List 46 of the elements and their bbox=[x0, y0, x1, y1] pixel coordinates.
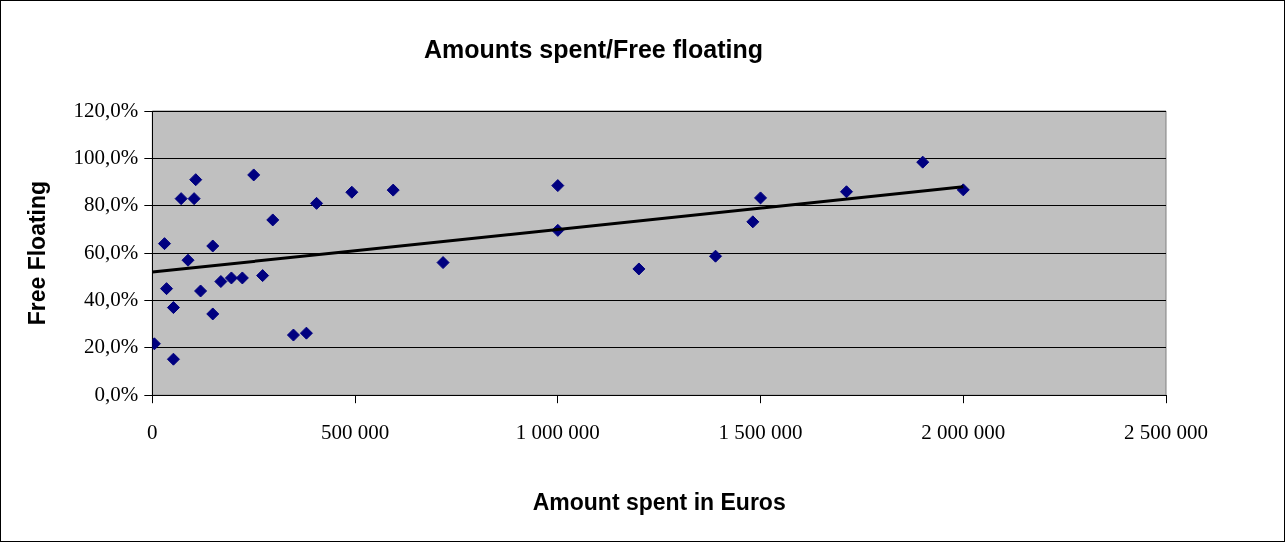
point bbox=[189, 173, 203, 187]
point bbox=[174, 192, 188, 206]
y-axis-title: Free Floating bbox=[24, 180, 51, 326]
point bbox=[916, 155, 930, 169]
point bbox=[187, 192, 201, 206]
point bbox=[299, 326, 313, 340]
x-tick-label: 2 000 000 bbox=[921, 420, 1006, 445]
point bbox=[166, 352, 180, 366]
chart-title: Amounts spent/Free floating bbox=[424, 34, 763, 63]
point bbox=[194, 284, 208, 298]
point bbox=[436, 256, 450, 270]
point bbox=[256, 269, 270, 283]
y-tick-label: 20,0% bbox=[84, 334, 139, 359]
point bbox=[754, 191, 768, 205]
point bbox=[166, 301, 180, 315]
x-tick-label: 1 500 000 bbox=[718, 420, 803, 445]
point bbox=[551, 179, 565, 193]
point bbox=[386, 183, 400, 197]
point bbox=[286, 328, 300, 342]
point bbox=[709, 249, 723, 263]
y-tick-label: 60,0% bbox=[84, 239, 139, 264]
point bbox=[206, 239, 220, 253]
point bbox=[235, 271, 249, 285]
y-tick-label: 80,0% bbox=[84, 192, 139, 217]
x-tick-label: 0 bbox=[147, 420, 158, 445]
point bbox=[224, 271, 238, 285]
x-axis-title: Amount spent in Euros bbox=[532, 488, 786, 515]
x-tick-label: 2 500 000 bbox=[1124, 420, 1208, 445]
point bbox=[160, 282, 174, 296]
point bbox=[632, 262, 646, 276]
x-tick-label: 1 000 000 bbox=[515, 420, 600, 445]
point bbox=[181, 253, 195, 267]
y-tick-label: 40,0% bbox=[84, 286, 139, 311]
point bbox=[206, 307, 220, 321]
y-tick-label: 120,0% bbox=[73, 97, 139, 122]
y-tick-label: 100,0% bbox=[73, 144, 139, 169]
point bbox=[840, 185, 853, 199]
point bbox=[266, 213, 280, 227]
point bbox=[158, 237, 172, 251]
point bbox=[214, 275, 228, 289]
x-tick-label: 500 000 bbox=[320, 420, 390, 445]
point bbox=[345, 185, 359, 199]
point bbox=[746, 215, 760, 229]
point bbox=[310, 196, 324, 210]
point bbox=[247, 168, 261, 182]
y-tick-label: 0,0% bbox=[94, 381, 139, 406]
